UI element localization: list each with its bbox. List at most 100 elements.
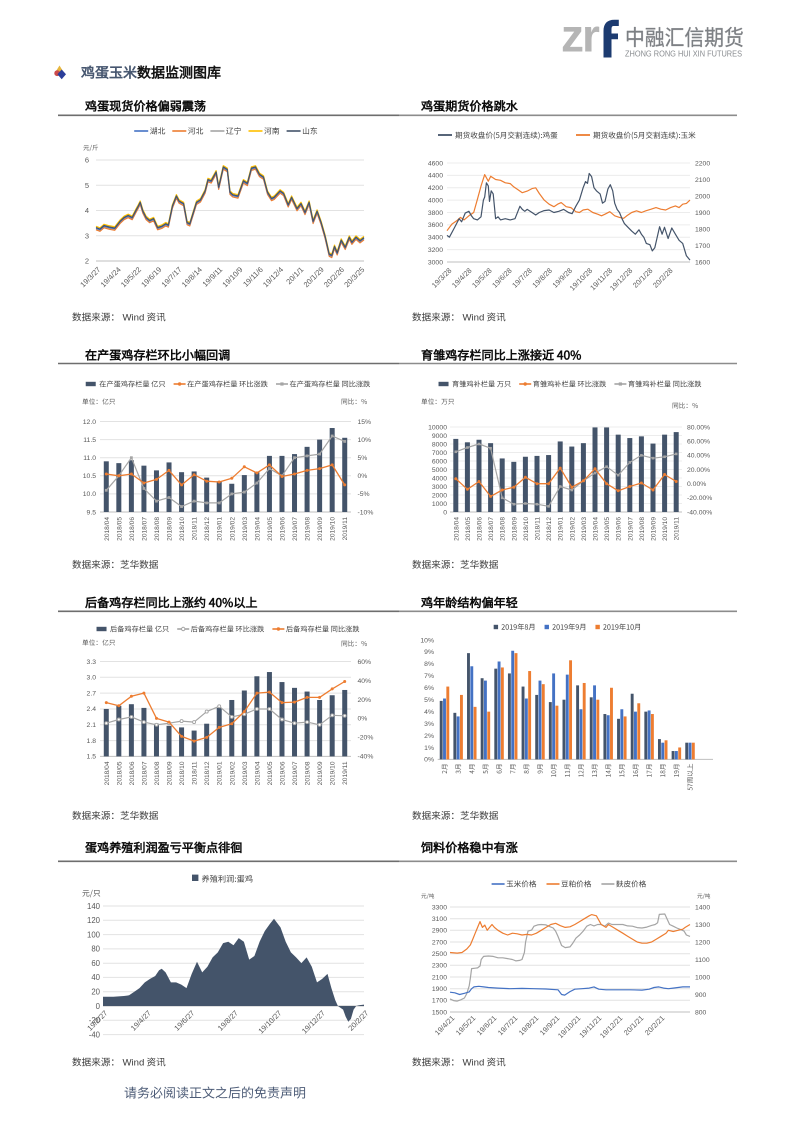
svg-text:2019/01: 2019/01: [217, 517, 224, 541]
svg-text:Wind: Wind: [463, 1058, 485, 1069]
svg-text:20/1/29: 20/1/29: [302, 265, 326, 289]
svg-text:10000: 10000: [428, 424, 447, 431]
svg-text:1.8: 1.8: [87, 738, 97, 745]
svg-text:20%: 20%: [358, 697, 372, 704]
svg-text:19/5/28: 19/5/28: [470, 266, 494, 290]
svg-text:2018/07: 2018/07: [488, 517, 495, 541]
svg-text:1000: 1000: [432, 501, 447, 508]
svg-text:2019/06: 2019/06: [280, 517, 287, 541]
svg-text:2019/05: 2019/05: [267, 517, 274, 541]
svg-text:8%: 8%: [424, 661, 434, 668]
svg-text:19/4/28: 19/4/28: [450, 266, 474, 290]
svg-text:11.5: 11.5: [83, 437, 96, 444]
svg-text:1300: 1300: [695, 922, 710, 929]
svg-text:1800: 1800: [695, 226, 710, 233]
svg-text:2018/04: 2018/04: [453, 517, 460, 541]
svg-text:2018/07: 2018/07: [141, 761, 148, 785]
svg-text:0%: 0%: [424, 757, 434, 764]
svg-text:4200: 4200: [428, 185, 443, 192]
svg-text:2018/11: 2018/11: [192, 761, 199, 785]
svg-text:1900: 1900: [695, 210, 710, 217]
svg-text:60: 60: [91, 959, 100, 968]
svg-text:Wind: Wind: [123, 1058, 145, 1069]
svg-text:2018/10: 2018/10: [179, 761, 186, 785]
svg-text:100: 100: [87, 930, 101, 939]
svg-text:2019/11: 2019/11: [342, 517, 349, 541]
svg-text:120: 120: [87, 916, 101, 925]
svg-text:3000: 3000: [428, 259, 443, 266]
svg-text:80: 80: [91, 945, 100, 954]
svg-text:10.5: 10.5: [83, 473, 96, 480]
svg-text:19/5/21: 19/5/21: [454, 1014, 478, 1038]
svg-text:3000: 3000: [432, 484, 447, 491]
svg-text:19/11/6: 19/11/6: [241, 265, 265, 289]
svg-text:2900: 2900: [432, 928, 447, 935]
svg-text:2019/04: 2019/04: [593, 517, 600, 541]
svg-text:19/12/4: 19/12/4: [261, 265, 285, 289]
svg-text:2019/10: 2019/10: [330, 761, 337, 785]
svg-text:2018/05: 2018/05: [465, 517, 472, 541]
svg-text:19/6/19: 19/6/19: [139, 265, 163, 289]
svg-text:3.0: 3.0: [87, 675, 97, 682]
svg-text:3600: 3600: [428, 222, 443, 229]
svg-text:2018/05: 2018/05: [116, 517, 123, 541]
svg-text:2.7: 2.7: [87, 690, 97, 697]
svg-text:20/2/21: 20/2/21: [643, 1014, 667, 1038]
svg-text:2019/03: 2019/03: [242, 761, 249, 785]
svg-text:0%: 0%: [358, 473, 368, 480]
svg-text:2018/04: 2018/04: [104, 517, 111, 541]
svg-text:7%: 7%: [424, 673, 434, 680]
svg-text:4000: 4000: [432, 475, 447, 482]
svg-text:19/12/28: 19/12/28: [608, 266, 634, 292]
svg-text:2018/09: 2018/09: [511, 517, 518, 541]
svg-text:2019/04: 2019/04: [254, 761, 261, 785]
svg-text:4400: 4400: [428, 173, 443, 180]
svg-text:40: 40: [91, 973, 100, 982]
svg-text:5%: 5%: [424, 697, 434, 704]
svg-text:3200: 3200: [428, 247, 443, 254]
svg-text:9%: 9%: [424, 649, 434, 656]
svg-text:-20%: -20%: [358, 735, 374, 742]
svg-text:2019/03: 2019/03: [581, 517, 588, 541]
svg-text:Wind: Wind: [123, 313, 145, 324]
svg-text:-40%: -40%: [358, 754, 374, 761]
svg-text:8000: 8000: [432, 441, 447, 448]
svg-text:40.00%: 40.00%: [687, 453, 710, 460]
svg-text:2: 2: [85, 257, 89, 266]
svg-text:2019/11: 2019/11: [674, 517, 681, 541]
svg-text:19/3/27: 19/3/27: [78, 265, 102, 289]
svg-text:-40.00%: -40.00%: [687, 509, 712, 516]
svg-text:zr: zr: [561, 10, 600, 62]
svg-text:1%: 1%: [424, 745, 434, 752]
svg-text:0: 0: [96, 1002, 101, 1011]
svg-text:2019/08: 2019/08: [639, 517, 646, 541]
svg-text:2018/12: 2018/12: [204, 761, 211, 785]
svg-text:80.00%: 80.00%: [687, 424, 710, 431]
svg-text:15%: 15%: [358, 419, 372, 426]
svg-text:-40: -40: [89, 1030, 101, 1039]
svg-text:40%: 40%: [358, 678, 372, 685]
svg-text:6000: 6000: [432, 458, 447, 465]
svg-text:2019/09: 2019/09: [317, 517, 324, 541]
svg-text:-20.00%: -20.00%: [687, 495, 712, 502]
svg-text:2019/06: 2019/06: [280, 761, 287, 785]
svg-text:7000: 7000: [432, 450, 447, 457]
svg-text:-20: -20: [89, 1016, 101, 1025]
svg-text:1700: 1700: [695, 243, 710, 250]
svg-text:1100: 1100: [695, 957, 710, 964]
svg-text:2018/08: 2018/08: [154, 761, 161, 785]
svg-text:3100: 3100: [432, 916, 447, 923]
svg-text:2019/09: 2019/09: [317, 761, 324, 785]
svg-text:19/5/22: 19/5/22: [119, 265, 143, 289]
svg-text:900: 900: [695, 992, 707, 999]
svg-text:10%: 10%: [358, 437, 372, 444]
svg-text:19/8/21: 19/8/21: [517, 1014, 541, 1038]
svg-text:19/4/21: 19/4/21: [433, 1014, 457, 1038]
svg-text:0%: 0%: [358, 716, 368, 723]
svg-text:9000: 9000: [432, 433, 447, 440]
svg-text:19/4/24: 19/4/24: [99, 265, 123, 289]
svg-text:5%: 5%: [358, 455, 368, 462]
svg-text:2019/05: 2019/05: [604, 517, 611, 541]
svg-text:2019/10: 2019/10: [662, 517, 669, 541]
svg-text:6%: 6%: [424, 685, 434, 692]
